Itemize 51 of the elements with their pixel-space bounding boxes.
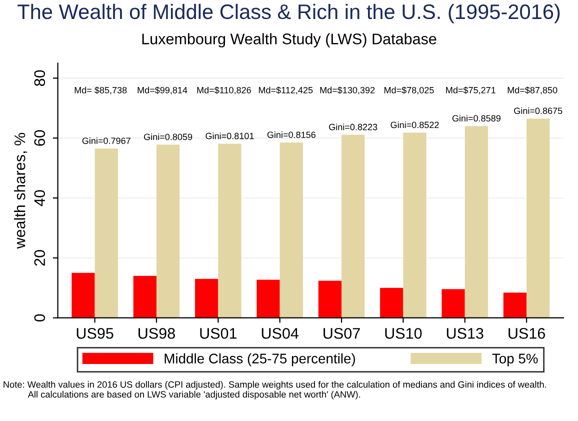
- annotation: Gini=0.7967: [82, 137, 130, 144]
- bar: [195, 278, 218, 318]
- x-tick-label: US04: [262, 328, 298, 339]
- bar: [318, 280, 342, 318]
- bar: [464, 126, 488, 318]
- chart-subtitle: Luxembourg Wealth Study (LWS) Database: [142, 33, 436, 48]
- annotation: Md=$99,814: [138, 86, 188, 94]
- annotation: Md=$112,425: [258, 86, 313, 94]
- bar: [133, 276, 156, 318]
- y-tick-label: 80: [34, 70, 46, 86]
- bar: [218, 144, 242, 318]
- legend-label: Middle Class (25-75 percentile): [164, 353, 355, 366]
- bar: [342, 134, 365, 318]
- x-tick-label: US98: [138, 328, 175, 339]
- bar: [526, 118, 550, 318]
- annotation: Md=$130,392: [320, 86, 375, 94]
- x-tick-label: US07: [324, 328, 360, 339]
- annotation: Md= $85,738: [74, 86, 127, 94]
- bar: [256, 280, 280, 318]
- bar: [403, 132, 426, 318]
- chart-title: The Wealth of Middle Class & Rich in the U.S. (1995-2016): [18, 4, 560, 24]
- annotation: Gini=0.8522: [390, 121, 439, 128]
- x-tick-label: US16: [508, 328, 545, 339]
- annotation: Md=$87,850: [508, 86, 558, 94]
- annotation: Gini=0.8059: [144, 133, 192, 140]
- bar: [94, 148, 118, 318]
- bar: [280, 142, 303, 318]
- annotation: Gini=0.8223: [329, 124, 378, 130]
- bar: [503, 292, 527, 318]
- annotation: Md=$110,826: [197, 86, 251, 94]
- y-tick-label: 40: [34, 190, 46, 206]
- annotation: Gini=0.8101: [206, 132, 254, 140]
- y-tick-label: 60: [34, 130, 46, 146]
- y-axis-title: wealth shares, %: [14, 132, 28, 249]
- x-tick-label: US13: [446, 328, 484, 339]
- annotation: Gini=0.8156: [267, 131, 316, 138]
- bar: [380, 288, 404, 318]
- text: Note: Wealth values in 2016 US dollars (CPI adjusted). Sample weights used for the calculation of medians and Gini indices of wealth. All calculations are based on LWS variable 'adjusted disposable net worth' (ANW).: [4, 381, 546, 400]
- legend-label: Top 5%: [492, 354, 538, 366]
- y-tick-label: 0: [34, 314, 46, 322]
- annotation: Gini=0.8675: [514, 107, 562, 114]
- annotation: Md=$78,025: [384, 86, 434, 94]
- y-tick-label: 20: [34, 250, 46, 266]
- x-tick-label: US95: [76, 328, 114, 339]
- annotation: Md=$75,271: [446, 86, 496, 94]
- x-tick-label: US01: [200, 328, 237, 339]
- annotation: Gini=0.8589: [452, 114, 500, 122]
- bar: [72, 272, 95, 318]
- bar: [442, 289, 465, 318]
- x-tick-label: US10: [385, 328, 422, 339]
- bar: [156, 144, 180, 318]
